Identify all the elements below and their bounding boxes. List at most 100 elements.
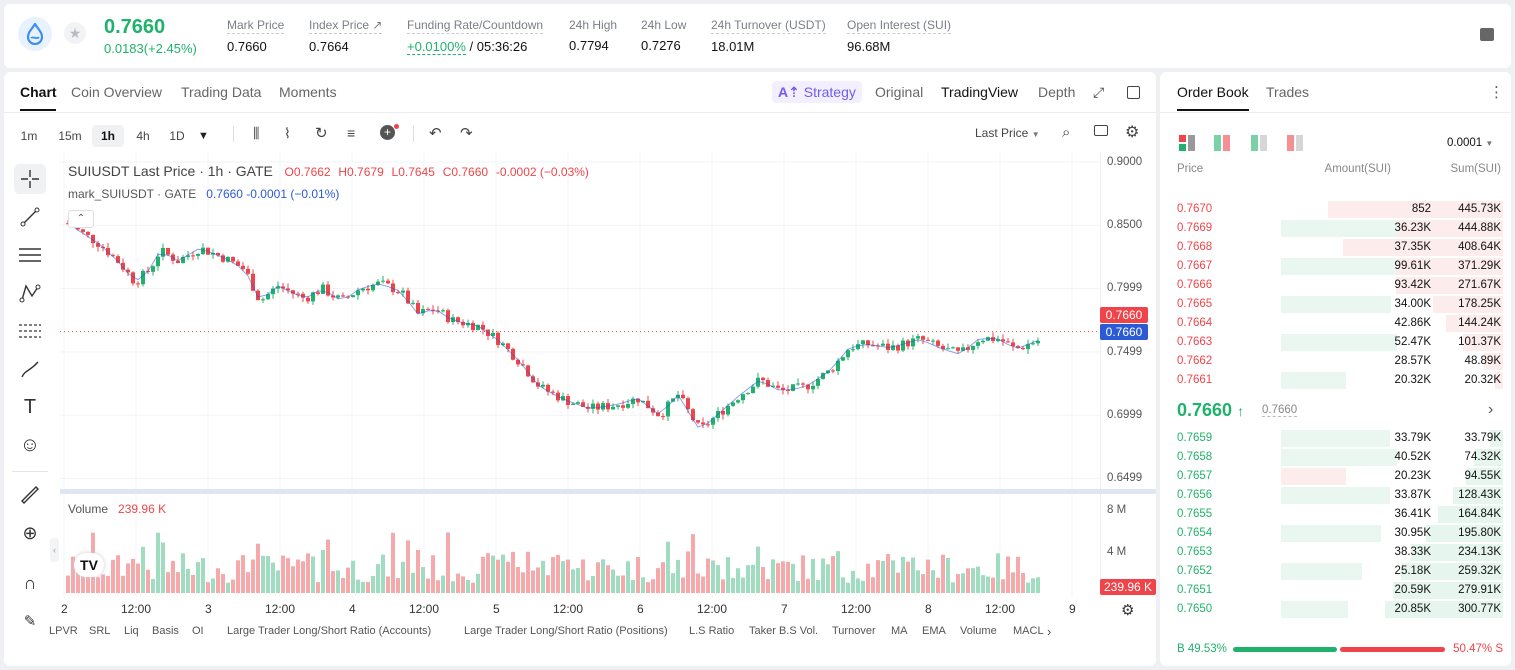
expand-icon[interactable]: ⤢ [1093,84,1105,100]
ask-row[interactable]: 0.7662 28.57K 48.89K [1160,352,1511,371]
strategy-button[interactable]: A⇡ Strategy [772,81,862,103]
view-bids-icon[interactable] [1251,135,1267,154]
indicator-ma[interactable]: MA [891,625,908,637]
camera-icon[interactable] [1094,125,1108,136]
ask-row[interactable]: 0.7666 93.42K 271.67K [1160,276,1511,295]
ask-row[interactable]: 0.7670 852 445.73K [1160,200,1511,219]
undo-icon[interactable]: ↶ [429,125,442,142]
tab-chart[interactable]: Chart [20,84,57,100]
candle-body [81,229,85,232]
trend-line-tool-icon[interactable] [14,202,46,232]
timeframe-1h[interactable]: 1h [92,125,124,147]
bid-row[interactable]: 0.7652 25.18K 259.32K [1160,562,1511,581]
indicator-liq[interactable]: Liq [124,625,139,637]
timeframe-1m[interactable]: 1m [20,129,38,143]
magnet-icon[interactable]: ∩ [23,572,37,593]
tab-tradingview[interactable]: TradingView [941,84,1019,100]
collapse-legend-button[interactable]: ⌃ [68,210,94,228]
indicator-srl[interactable]: SRL [89,625,111,637]
indicator-large-trader-long-short-ratio-positions-[interactable]: Large Trader Long/Short Ratio (Positions… [464,625,668,637]
timeframe-4h[interactable]: 4h [136,129,150,143]
more-options-icon[interactable]: ⋮ [1489,84,1504,101]
indicator-turnover[interactable]: Turnover [832,625,876,637]
indicators-icon[interactable]: ⌇ [284,125,291,141]
bid-row[interactable]: 0.7651 20.59K 279.91K [1160,581,1511,600]
chevron-right-icon[interactable]: › [1047,624,1052,639]
ruler-tool-icon[interactable] [14,480,46,510]
book-icon[interactable] [1480,28,1494,41]
bid-row[interactable]: 0.7653 38.33K 234.13K [1160,543,1511,562]
indicator-volume[interactable]: Volume [960,625,997,637]
add-indicator-icon[interactable]: + [380,125,395,140]
bid-row[interactable]: 0.7658 40.52K 74.32K [1160,448,1511,467]
orderbook-last-price[interactable]: 0.7660 ↑ [1177,400,1244,421]
tab-depth[interactable]: Depth [1038,84,1076,100]
emoji-tool-icon[interactable]: ☺ [19,433,41,456]
search-icon[interactable]: ⌕ [1062,124,1071,141]
zoom-in-icon[interactable]: ⊕ [22,522,38,543]
bid-row[interactable]: 0.7659 33.79K 33.79K [1160,429,1511,448]
templates-icon[interactable]: ≡ [347,125,356,141]
ask-row[interactable]: 0.7667 99.61K 371.29K [1160,257,1511,276]
time-axis-label: 12:00 [985,602,1016,616]
ask-row[interactable]: 0.7661 20.32K 20.32K [1160,371,1511,390]
chevron-down-icon[interactable]: ▼ [198,130,209,142]
candle-type-icon[interactable]: ⫼ [253,125,260,141]
indicator-macl[interactable]: MACL [1013,625,1044,637]
candle-body [531,376,535,383]
tab-moments[interactable]: Moments [279,84,337,100]
ask-row[interactable]: 0.7669 36.23K 444.88K [1160,219,1511,238]
pane-separator[interactable] [60,489,1156,494]
tab-coin-overview[interactable]: Coin Overview [71,84,163,100]
window-icon[interactable] [1127,86,1140,99]
timeframe-1d[interactable]: 1D [169,129,185,143]
gear-icon[interactable]: ⚙ [1125,124,1140,141]
ask-row[interactable]: 0.7664 42.86K 144.24K [1160,314,1511,333]
candlestick-chart[interactable] [60,153,1100,598]
tab-trading-data[interactable]: Trading Data [181,84,262,100]
gear-icon[interactable]: ⚙ [1121,602,1135,619]
indicator-lpvr[interactable]: LPVR [49,625,78,637]
indicator-large-trader-long-short-ratio-accounts-[interactable]: Large Trader Long/Short Ratio (Accounts) [227,625,432,637]
stat-index-price[interactable]: Index Price ↗ 0.7664 [309,18,383,55]
indicator-oi[interactable]: OI [192,625,204,637]
price-type-select[interactable]: Last Price ▼ [975,126,1040,140]
fib-tool-icon[interactable] [14,316,46,346]
brush-tool-icon[interactable] [14,354,46,384]
text-tool-icon[interactable]: T [23,395,37,418]
favorite-star-icon[interactable]: ★ [64,22,86,44]
horizontal-lines-tool-icon[interactable] [14,240,46,270]
tab-order-book[interactable]: Order Book [1177,84,1249,100]
crosshair-tool-icon[interactable] [14,164,46,194]
collapse-toolbar-handle[interactable]: ‹ [50,538,59,562]
pencil-icon[interactable]: ✎ [23,613,37,630]
arrow-up-right-icon: ↗ [372,18,383,32]
bid-row[interactable]: 0.7650 20.85K 300.77K [1160,600,1511,619]
view-both-icon[interactable] [1179,135,1195,154]
tradingview-logo-icon[interactable]: TV [74,553,104,577]
bid-row[interactable]: 0.7655 36.41K 164.84K [1160,505,1511,524]
indicator-ema[interactable]: EMA [922,625,946,637]
view-both-alt-icon[interactable] [1214,135,1230,154]
precision-select[interactable]: 0.0001 ▼ [1447,137,1493,149]
view-asks-icon[interactable] [1287,135,1303,154]
ask-row[interactable]: 0.7663 52.47K 101.37K [1160,333,1511,352]
indicator-basis[interactable]: Basis [152,625,179,637]
chevron-right-icon[interactable]: › [1488,401,1494,418]
candle-body [996,339,1000,342]
bid-row[interactable]: 0.7656 33.87K 128.43K [1160,486,1511,505]
indicator-l-s-ratio[interactable]: L.S Ratio [689,625,735,637]
candle-body [321,284,325,294]
tab-original[interactable]: Original [875,84,924,100]
pattern-tool-icon[interactable] [14,278,46,308]
timeframe-15m[interactable]: 15m [58,129,82,143]
bid-row[interactable]: 0.7654 30.95K 195.80K [1160,524,1511,543]
tab-trades[interactable]: Trades [1266,84,1310,100]
indicator-taker-b-s-vol-[interactable]: Taker B.S Vol. [749,625,819,637]
compare-icon[interactable]: ↻ [315,125,328,142]
time-axis-label: 9 [1069,602,1076,616]
ask-row[interactable]: 0.7668 37.35K 408.64K [1160,238,1511,257]
ask-row[interactable]: 0.7665 34.00K 178.25K [1160,295,1511,314]
bid-row[interactable]: 0.7657 20.23K 94.55K [1160,467,1511,486]
redo-icon[interactable]: ↷ [460,125,473,142]
